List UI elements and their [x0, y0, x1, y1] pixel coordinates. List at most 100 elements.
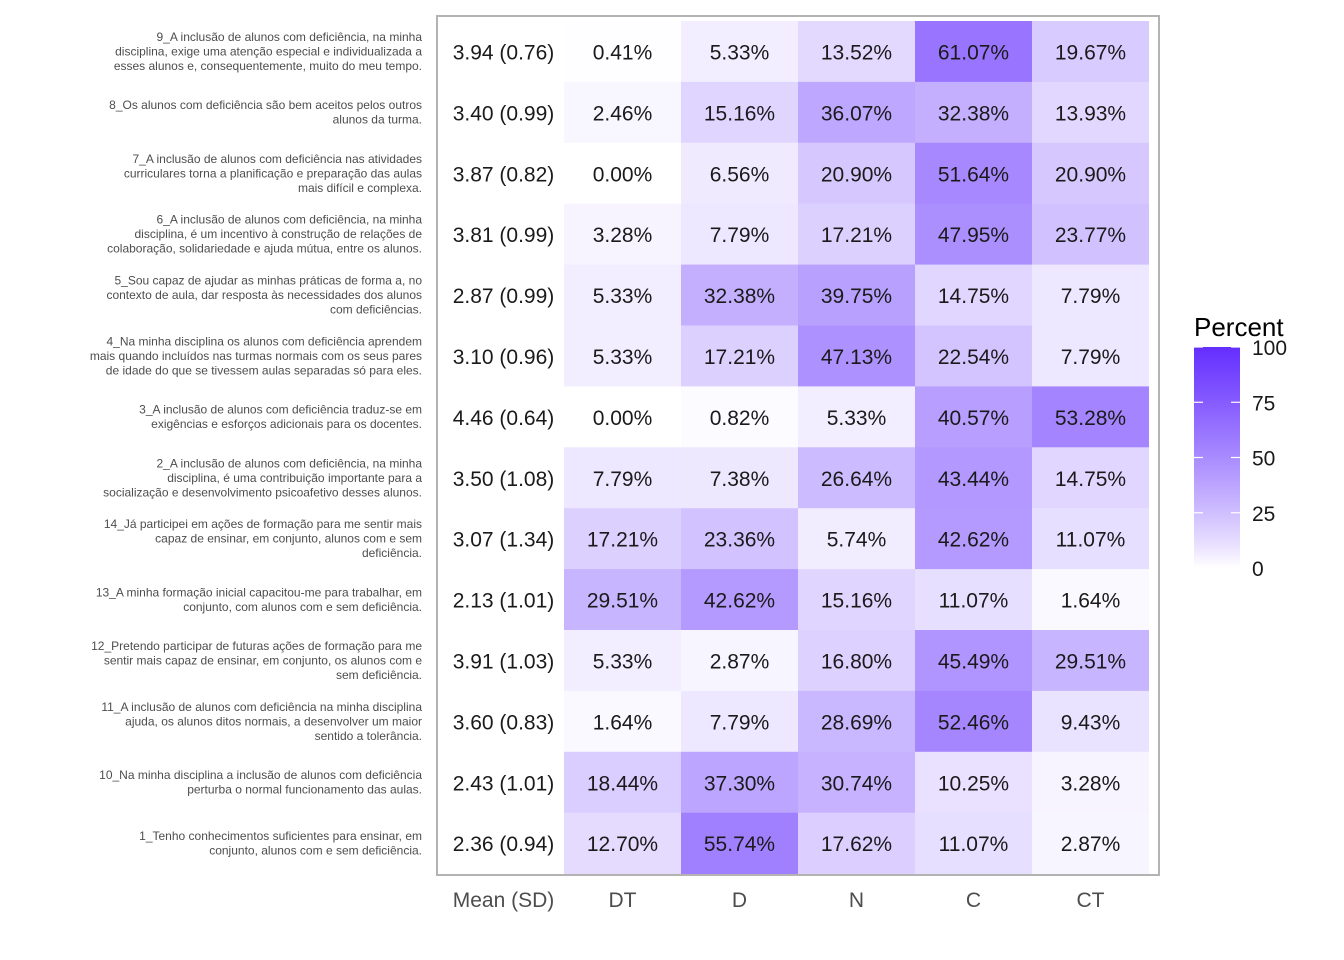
- heatmap-cell: [1032, 508, 1149, 570]
- heatmap-cell: [564, 812, 681, 875]
- cell-value-label: 52.46%: [938, 711, 1009, 734]
- row-label-line: disciplina, exige uma atenção especial e…: [115, 44, 422, 58]
- row-label-line: de idade do que se tivessem aulas separa…: [106, 363, 422, 377]
- mean-sd-label: 2.36 (0.94): [453, 833, 555, 856]
- cell-value-label: 1.64%: [1061, 590, 1121, 613]
- heatmap-cells: 3.94 (0.76) 0.41% 5.33% 13.52% 61.07% 19.67% 3…: [453, 21, 1149, 875]
- cell-value-label: 7.79%: [1061, 346, 1121, 369]
- row-label-line: esses alunos e, consequentemente, muito …: [114, 59, 422, 73]
- heatmap-cell: [681, 203, 798, 266]
- row-label-line: socialização e desenvolvimento psicoafet…: [103, 485, 422, 499]
- row-label-line: disciplina, é um incentivo à construção …: [135, 227, 423, 241]
- mean-sd-label: 3.87 (0.82): [453, 163, 555, 186]
- heatmap-cell: [798, 751, 915, 814]
- cell-value-label: 17.21%: [704, 346, 775, 369]
- heatmap-cell: [915, 447, 1032, 509]
- cell-value-label: 13.93%: [1055, 102, 1126, 125]
- cell-value-label: 47.13%: [821, 346, 892, 369]
- cell-value-label: 17.21%: [587, 529, 658, 552]
- heatmap-cell: [681, 386, 798, 448]
- heatmap-cell: [915, 690, 1032, 753]
- heatmap-cell: [915, 142, 1032, 205]
- cell-value-label: 14.75%: [938, 285, 1009, 308]
- heatmap-cell: [1032, 386, 1149, 448]
- heatmap-cell: [915, 81, 1032, 144]
- heatmap-cell: [564, 630, 681, 692]
- heatmap-cell: [1032, 21, 1149, 83]
- mean-sd-label: 3.94 (0.76): [453, 41, 555, 64]
- mean-sd-label: 2.43 (1.01): [453, 772, 555, 795]
- row-label-line: 4_Na minha disciplina os alunos com defi…: [106, 334, 422, 348]
- legend-tick-label: 50: [1252, 448, 1275, 471]
- heatmap-cell: [915, 386, 1032, 448]
- row-label-line: 8_Os alunos com deficiência são bem acei…: [109, 98, 422, 112]
- heatmap-cell: [798, 81, 915, 144]
- legend-tick-label: 25: [1252, 503, 1275, 526]
- heatmap-cell: [681, 447, 798, 509]
- cell-value-label: 7.79%: [593, 468, 653, 491]
- row-label-line: curriculares torna a planificação e prep…: [124, 166, 422, 180]
- heatmap-cell: [564, 142, 681, 205]
- row-labels: 9_A inclusão de alunos com deficiência, …: [90, 30, 422, 857]
- cell-value-label: 10.25%: [938, 772, 1009, 795]
- column-label: DT: [609, 889, 637, 912]
- cell-value-label: 26.64%: [821, 468, 892, 491]
- cell-value-label: 47.95%: [938, 224, 1009, 247]
- cell-value-label: 17.21%: [821, 224, 892, 247]
- mean-sd-label: 2.13 (1.01): [453, 590, 555, 613]
- cell-value-label: 42.62%: [704, 590, 775, 613]
- row-label-line: ajuda, os alunos ditos normais, a desenv…: [125, 714, 422, 728]
- cell-value-label: 3.28%: [1061, 772, 1121, 795]
- cell-value-label: 6.56%: [710, 163, 770, 186]
- heatmap-cell: [798, 569, 915, 631]
- cell-value-label: 2.87%: [710, 650, 770, 673]
- cell-value-label: 15.16%: [821, 590, 892, 613]
- row-label-line: 12_Pretendo participar de futuras ações …: [91, 639, 422, 653]
- heatmap-cell: [1032, 812, 1149, 875]
- column-label: N: [849, 889, 864, 912]
- row-label-line: sentido a tolerância.: [315, 729, 422, 743]
- cell-value-label: 5.33%: [827, 407, 887, 430]
- heatmap-cell: [564, 508, 681, 570]
- heatmap-cell: [798, 447, 915, 509]
- column-labels: Mean (SD) DT D N C CT: [453, 889, 1105, 912]
- row-label-line: 11_A inclusão de alunos com deficiência …: [101, 700, 422, 714]
- column-label: C: [966, 889, 981, 912]
- cell-value-label: 40.57%: [938, 407, 1009, 430]
- cell-value-label: 17.62%: [821, 833, 892, 856]
- row-label-line: sentir mais capaz de ensinar, em conjunt…: [104, 653, 422, 667]
- mean-sd-label: 4.46 (0.64): [453, 407, 555, 430]
- mean-sd-label: 3.07 (1.34): [453, 529, 555, 552]
- cell-value-label: 0.82%: [710, 407, 770, 430]
- heatmap-cell: [915, 264, 1032, 326]
- mean-sd-label: 2.87 (0.99): [453, 285, 555, 308]
- heatmap-cell: [1032, 751, 1149, 814]
- cell-value-label: 5.33%: [710, 41, 770, 64]
- mean-sd-label: 3.81 (0.99): [453, 224, 555, 247]
- heatmap-cell: [1032, 325, 1149, 387]
- heatmap-cell: [564, 751, 681, 814]
- cell-value-label: 53.28%: [1055, 407, 1126, 430]
- row-label-line: colaboração, solidariedade e ajuda mútua…: [107, 242, 422, 256]
- cell-value-label: 20.90%: [821, 163, 892, 186]
- heatmap-cell: [798, 690, 915, 753]
- cell-value-label: 16.80%: [821, 650, 892, 673]
- row-label-line: conjunto, com alunos com e sem deficiênc…: [183, 600, 422, 614]
- heatmap-cell: [564, 264, 681, 326]
- heatmap-cell: [564, 569, 681, 631]
- row-label-line: 9_A inclusão de alunos com deficiência, …: [157, 30, 423, 44]
- heatmap-cell: [681, 264, 798, 326]
- heatmap-cell: [798, 812, 915, 875]
- cell-value-label: 15.16%: [704, 102, 775, 125]
- heatmap-cell: [564, 203, 681, 266]
- cell-value-label: 23.77%: [1055, 224, 1126, 247]
- cell-value-label: 20.90%: [1055, 163, 1126, 186]
- cell-value-label: 11.07%: [939, 833, 1009, 856]
- heatmap-cell: [915, 325, 1032, 387]
- cell-value-label: 5.33%: [593, 650, 653, 673]
- cell-value-label: 51.64%: [938, 163, 1009, 186]
- cell-value-label: 30.74%: [821, 772, 892, 795]
- cell-value-label: 29.51%: [1055, 650, 1126, 673]
- heatmap-cell: [681, 508, 798, 570]
- cell-value-label: 32.38%: [938, 102, 1009, 125]
